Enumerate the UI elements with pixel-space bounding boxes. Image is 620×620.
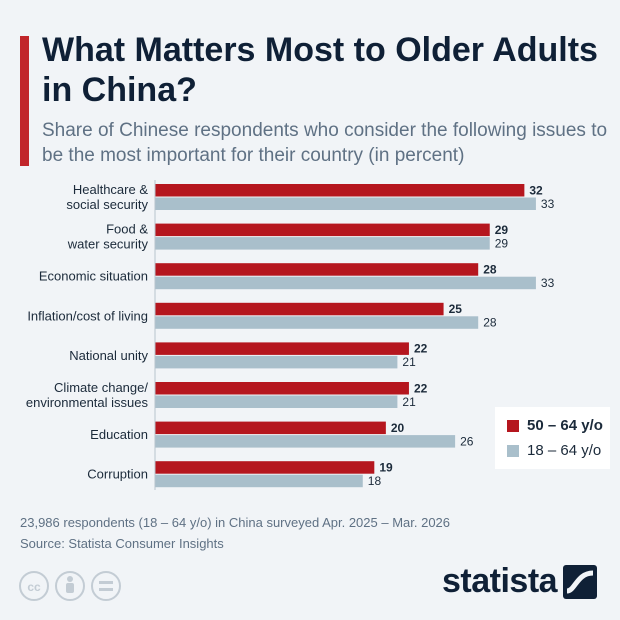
category-label-line: Inflation/cost of living xyxy=(27,308,148,323)
chart-subtitle: Share of Chinese respondents who conside… xyxy=(42,120,608,166)
bar-series-1 xyxy=(155,223,490,237)
data-label-series-1: 20 xyxy=(391,421,405,435)
data-label-series-2: 28 xyxy=(483,316,497,330)
bar-series-1 xyxy=(155,184,525,197)
source-note: Source: Statista Consumer Insights xyxy=(20,536,224,551)
category-label: National unity xyxy=(69,348,148,363)
bar-series-1 xyxy=(155,342,409,355)
bar-series-2 xyxy=(155,276,536,290)
data-label-series-1: 22 xyxy=(414,381,428,395)
chart-title: What Matters Most to Older Adults in Chi… xyxy=(42,31,598,109)
data-label-series-2: 21 xyxy=(402,355,416,369)
svg-text:cc: cc xyxy=(27,580,41,594)
category-label: Inflation/cost of living xyxy=(27,308,148,323)
bar-series-1 xyxy=(155,302,444,316)
legend-label-series-1: 50 – 64 y/o xyxy=(527,417,603,434)
data-label-series-1: 32 xyxy=(529,183,543,197)
data-label-series-1: 25 xyxy=(449,302,463,316)
bar-series-1 xyxy=(155,382,409,395)
brand-wordmark: statista xyxy=(442,562,558,600)
no-derivatives-icon[interactable] xyxy=(91,571,121,601)
category-label-line: Healthcare & xyxy=(73,182,148,197)
bar-series-2 xyxy=(155,237,490,250)
data-label-series-1: 29 xyxy=(495,223,509,237)
legend-item-series-1: 50 – 64 y/o xyxy=(507,417,603,434)
bar-series-2 xyxy=(155,316,479,329)
category-label-line: National unity xyxy=(69,348,148,363)
bar-series-1 xyxy=(155,263,479,276)
bar-series-2 xyxy=(155,197,536,210)
category-label: Food & water security xyxy=(67,222,149,252)
data-label-series-2: 21 xyxy=(402,395,416,409)
category-label-line: social security xyxy=(66,197,148,212)
category-label: Education xyxy=(90,427,148,442)
category-label: Healthcare & social security xyxy=(66,182,148,212)
survey-footnote: 23,986 respondents (18 – 64 y/o) in Chin… xyxy=(20,515,451,530)
category-label: Corruption xyxy=(87,467,148,482)
license-icons: cc xyxy=(19,571,121,601)
data-label-series-1: 28 xyxy=(483,263,497,277)
data-label-series-2: 18 xyxy=(368,474,382,488)
data-label-series-2: 33 xyxy=(541,276,555,290)
category-label-line: Economic situation xyxy=(39,269,148,284)
category-label-line: Education xyxy=(90,427,148,442)
cc-icon[interactable]: cc xyxy=(19,571,49,601)
legend-swatch-series-2 xyxy=(507,444,519,457)
category-label-line: Climate change/ xyxy=(54,380,148,395)
statista-mark-icon xyxy=(563,564,598,599)
bar-series-1 xyxy=(155,461,375,474)
bar-series-2 xyxy=(155,395,398,408)
category-label: Economic situation xyxy=(39,269,148,284)
legend-swatch-series-1 xyxy=(507,419,519,432)
title-accent-bar xyxy=(20,36,29,166)
chart-legend: 50 – 64 y/o 18 – 64 y/o xyxy=(495,407,610,469)
category-label: Climate change/environmental issues xyxy=(26,380,149,410)
category-label-line: environmental issues xyxy=(26,395,149,410)
bar-series-2 xyxy=(155,435,456,448)
data-label-series-1: 19 xyxy=(379,461,393,475)
legend-label-series-2: 18 – 64 y/o xyxy=(527,442,602,459)
legend-item-series-2: 18 – 64 y/o xyxy=(507,442,601,459)
attribution-icon[interactable] xyxy=(55,571,85,601)
bar-series-2 xyxy=(155,474,363,488)
data-label-series-2: 29 xyxy=(495,236,509,250)
bar-series-2 xyxy=(155,355,398,369)
category-label-line: Corruption xyxy=(87,467,148,482)
category-label-line: Food & xyxy=(106,222,148,237)
data-label-series-2: 33 xyxy=(541,197,555,211)
bar-series-1 xyxy=(155,421,386,435)
statista-logo[interactable]: statista xyxy=(442,562,598,601)
category-label-line: water security xyxy=(67,237,149,252)
data-label-series-2: 26 xyxy=(460,434,474,448)
data-label-series-1: 22 xyxy=(414,342,428,356)
